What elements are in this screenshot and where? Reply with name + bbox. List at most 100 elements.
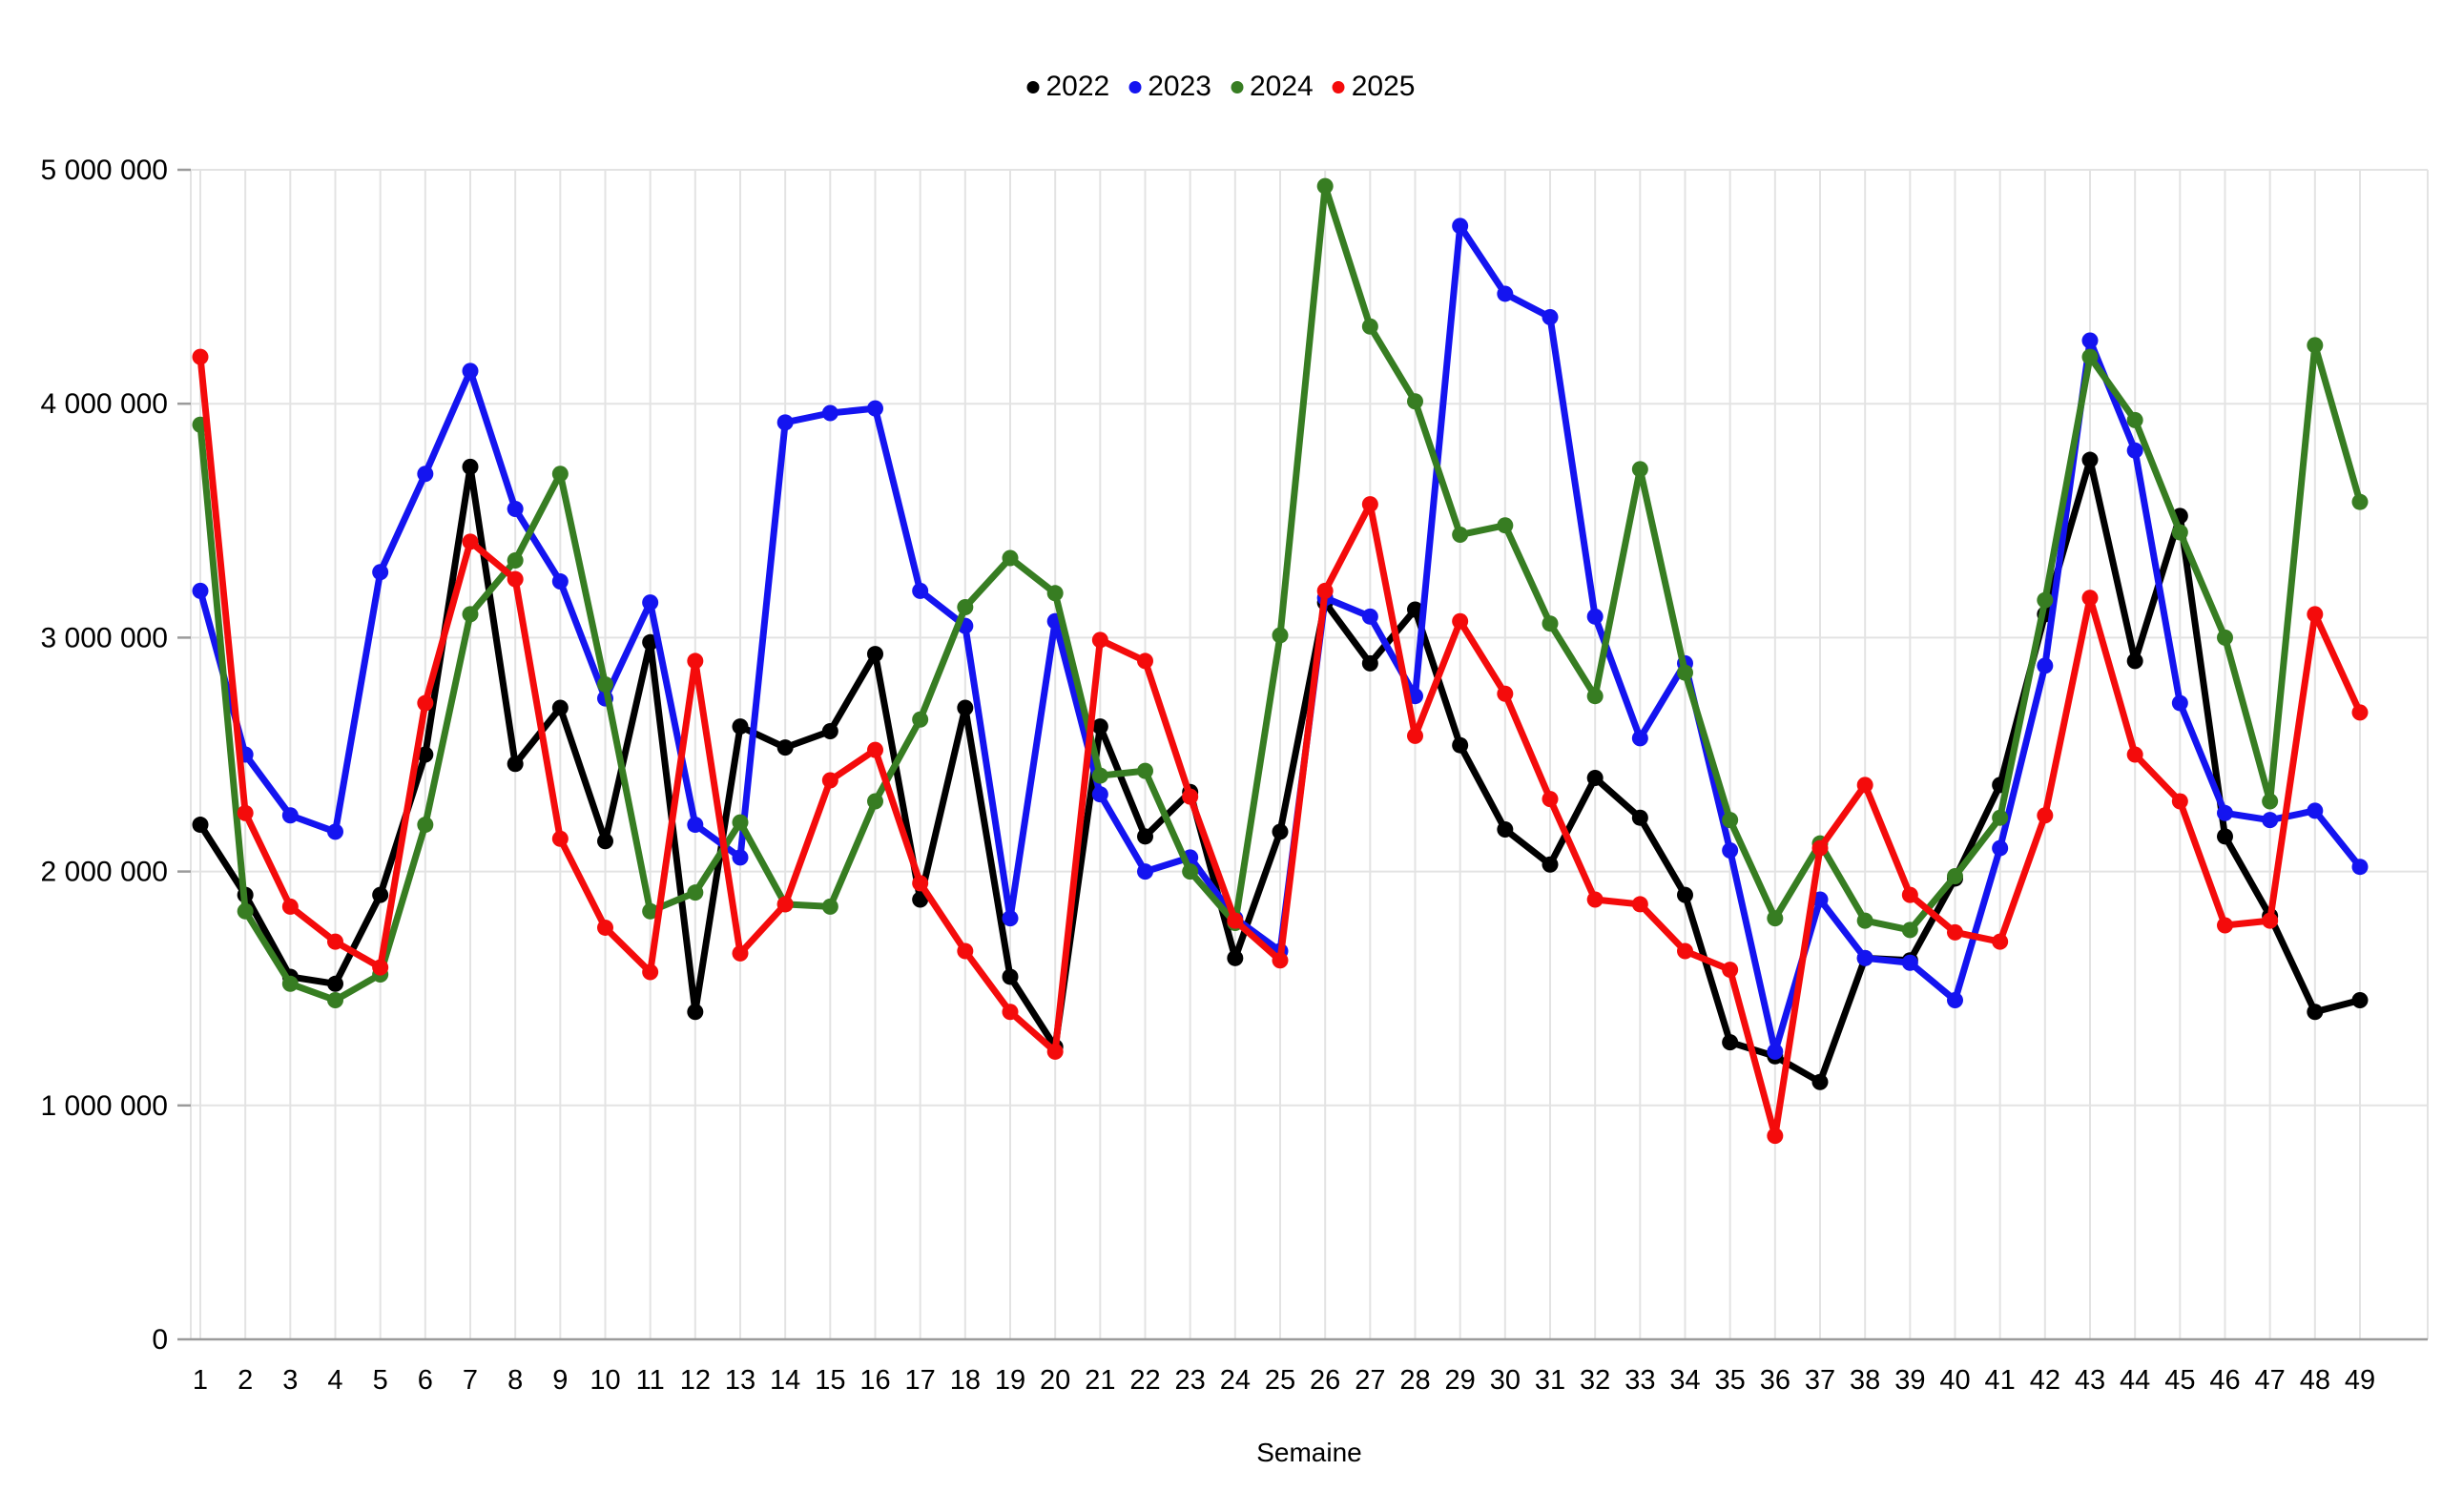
data-point-2024-w26 — [1316, 177, 1334, 195]
legend-dot-2025 — [1332, 80, 1345, 93]
data-point-2023-w47 — [2262, 812, 2279, 829]
data-point-2023-w39 — [1901, 954, 1918, 971]
x-axis-tick-label: 46 — [2209, 1365, 2240, 1396]
data-point-2024-w48 — [2307, 337, 2324, 354]
data-point-2025-w47 — [2262, 912, 2279, 929]
x-axis-tick-label: 37 — [1805, 1365, 1835, 1396]
data-point-2025-w9 — [551, 830, 569, 847]
legend-item-2023[interactable]: 2023 — [1128, 72, 1211, 101]
data-point-2025-w1 — [192, 348, 209, 365]
x-axis-tick-label: 43 — [2075, 1365, 2105, 1396]
x-axis-tick-label: 29 — [1445, 1365, 1476, 1396]
data-point-2022-w16 — [867, 646, 883, 663]
series-2025 — [192, 348, 2369, 1145]
x-axis: 1 2 3 4 5 6 7 8 9 10 11 12 13 14 15 16 17 18 19 20 21 22 23 24 2… — [193, 1365, 2375, 1467]
x-axis-tick-label: 10 — [590, 1365, 620, 1396]
data-point-2025-w27 — [1361, 496, 1378, 513]
x-axis-tick-label: 47 — [2255, 1365, 2286, 1396]
x-axis-tick-label: 44 — [2120, 1365, 2150, 1396]
x-axis-tick-label: 36 — [1760, 1365, 1790, 1396]
data-point-2024-w13 — [732, 814, 749, 831]
data-point-2023-w35 — [1722, 842, 1739, 860]
data-point-2025-w13 — [732, 944, 749, 962]
data-point-2024-w7 — [462, 606, 479, 623]
data-point-2024-w10 — [597, 675, 613, 693]
data-point-2025-w14 — [776, 896, 794, 913]
data-point-2022-w31 — [1542, 856, 1559, 873]
data-point-2024-w40 — [1947, 868, 1963, 885]
legend-item-2025[interactable]: 2025 — [1332, 72, 1416, 101]
x-axis-tick-label: 48 — [2300, 1365, 2330, 1396]
data-point-2025-w11 — [642, 963, 659, 981]
legend-dot-2022 — [1026, 80, 1040, 93]
data-point-2024-w23 — [1182, 863, 1199, 880]
data-point-2022-w29 — [1452, 736, 1469, 754]
data-point-2022-w24 — [1227, 949, 1244, 966]
data-point-2024-w15 — [821, 898, 838, 915]
x-axis-tick-label: 25 — [1265, 1365, 1295, 1396]
data-point-2022-w49 — [2351, 991, 2369, 1008]
data-point-2025-w12 — [687, 652, 704, 670]
x-axis-tick-label: 49 — [2345, 1365, 2375, 1396]
y-axis-tick-label: 5 000 000 — [41, 155, 168, 186]
data-point-2023-w38 — [1856, 949, 1873, 966]
data-point-2023-w46 — [2217, 804, 2233, 821]
data-point-2023-w40 — [1947, 991, 1963, 1008]
data-point-2025-w4 — [327, 933, 343, 950]
x-axis-tick-label: 45 — [2164, 1365, 2195, 1396]
legend-label-2023: 2023 — [1148, 71, 1211, 102]
data-point-2022-w13 — [732, 718, 749, 735]
data-point-2022-w7 — [462, 458, 479, 475]
data-point-2023-w22 — [1137, 863, 1153, 880]
data-point-2023-w11 — [642, 594, 659, 611]
data-point-2023-w44 — [2126, 442, 2143, 459]
data-point-2024-w19 — [1002, 549, 1019, 567]
data-point-2023-w1 — [192, 582, 209, 599]
data-point-2022-w32 — [1586, 770, 1604, 787]
x-axis-title: Semaine — [1256, 1438, 1362, 1467]
data-point-2023-w30 — [1497, 285, 1514, 302]
data-point-2025-w46 — [2217, 917, 2233, 934]
data-point-2023-w4 — [327, 823, 343, 840]
data-point-2025-w36 — [1767, 1128, 1784, 1145]
x-axis-tick-label: 14 — [770, 1365, 800, 1396]
data-point-2023-w41 — [1992, 839, 2009, 857]
data-point-2023-w45 — [2171, 694, 2188, 712]
data-point-2024-w22 — [1137, 762, 1153, 779]
legend-item-2024[interactable]: 2024 — [1231, 72, 1314, 101]
data-point-2025-w33 — [1631, 896, 1648, 913]
x-axis-tick-label: 16 — [859, 1365, 890, 1396]
data-point-2022-w14 — [776, 739, 794, 756]
data-point-2024-w33 — [1631, 461, 1648, 478]
data-point-2024-w39 — [1901, 922, 1918, 939]
legend-item-2022[interactable]: 2022 — [1026, 72, 1109, 101]
x-axis-tick-label: 22 — [1129, 1365, 1160, 1396]
data-point-2022-w4 — [327, 975, 343, 992]
data-point-2022-w15 — [821, 722, 838, 739]
data-point-2022-w48 — [2307, 1004, 2324, 1021]
data-point-2024-w47 — [2262, 793, 2279, 810]
data-point-2024-w38 — [1856, 912, 1873, 929]
data-point-2023-w14 — [776, 414, 794, 431]
x-axis-tick-label: 42 — [2030, 1365, 2060, 1396]
data-point-2025-w25 — [1272, 952, 1289, 969]
data-point-2023-w8 — [507, 501, 524, 518]
data-point-2024-w42 — [2037, 591, 2054, 609]
data-point-2023-w32 — [1586, 608, 1604, 625]
data-point-2025-w15 — [821, 772, 838, 789]
data-point-2025-w28 — [1407, 727, 1423, 744]
data-point-2025-w24 — [1227, 912, 1244, 929]
data-point-2023-w12 — [687, 817, 704, 834]
x-axis-tick-label: 12 — [680, 1365, 711, 1396]
data-point-2024-w41 — [1992, 809, 2009, 826]
data-point-2025-w30 — [1497, 685, 1514, 702]
x-axis-tick-label: 38 — [1850, 1365, 1880, 1396]
data-point-2024-w31 — [1542, 615, 1559, 632]
data-point-2022-w17 — [912, 891, 929, 908]
data-point-2025-w44 — [2126, 746, 2143, 763]
data-point-2024-w21 — [1091, 767, 1108, 784]
data-point-2023-w17 — [912, 582, 929, 599]
data-point-2025-w45 — [2171, 793, 2188, 810]
data-point-2023-w21 — [1091, 786, 1108, 803]
data-point-2022-w19 — [1002, 968, 1019, 985]
